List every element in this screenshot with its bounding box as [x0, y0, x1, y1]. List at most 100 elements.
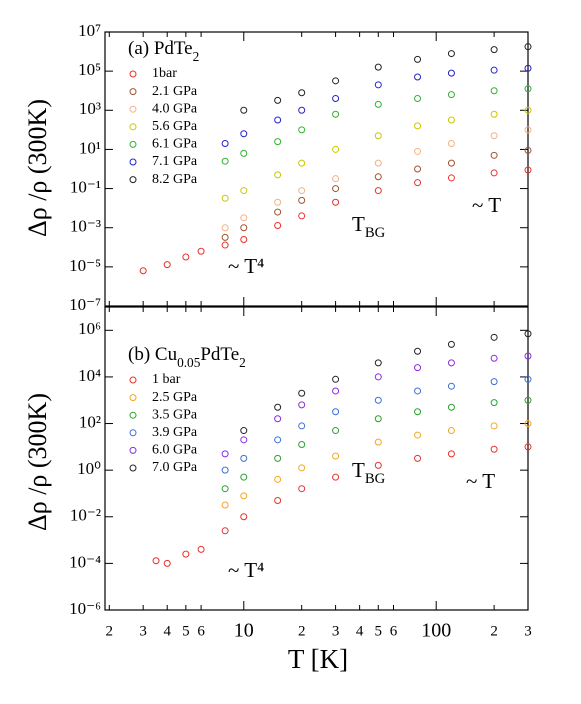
data-point [221, 241, 229, 249]
data-point [447, 340, 455, 348]
data-point [274, 198, 282, 206]
legend-label: 5.6 GPa [152, 119, 198, 134]
plot-frame [104, 31, 529, 307]
data-point [490, 151, 498, 159]
data-point [274, 138, 282, 146]
data-point [274, 403, 282, 411]
data-point [490, 169, 498, 177]
annotation: ~ T [466, 469, 495, 493]
data-point [414, 165, 422, 173]
data-point [490, 87, 498, 95]
data-point [221, 157, 229, 165]
data-point [374, 81, 382, 89]
data-point [221, 224, 229, 232]
data-point [332, 427, 340, 435]
x-tick-label: 2 [490, 623, 498, 639]
legend-marker [129, 123, 137, 131]
data-point [490, 399, 498, 407]
annotation-part: T [352, 458, 365, 482]
data-point [221, 233, 229, 241]
data-point [524, 106, 532, 114]
data-point [524, 146, 532, 154]
data-point [374, 415, 382, 423]
legend-marker [129, 105, 137, 113]
data-point [274, 436, 282, 444]
data-point [374, 173, 382, 181]
annotation-part: ~ T [472, 193, 501, 217]
legend-marker [129, 429, 137, 437]
legend-label: 1bar [152, 66, 177, 81]
y-tick-label: 10¹ [79, 138, 101, 157]
data-point [240, 492, 248, 500]
data-point [298, 485, 306, 493]
x-tick-label: 4 [163, 623, 171, 639]
data-point [274, 454, 282, 462]
legend-label: 8.2 GPa [152, 172, 198, 187]
data-point [332, 185, 340, 193]
data-point [240, 149, 248, 157]
y-tick-label: 10² [79, 412, 101, 431]
data-point [524, 330, 532, 338]
data-point [374, 373, 382, 381]
annotation-part: ~ T [466, 469, 495, 493]
data-point [240, 130, 248, 138]
legend-label: 6.0 GPa [152, 443, 198, 458]
data-point [414, 454, 422, 462]
data-point [221, 140, 229, 148]
data-point [274, 208, 282, 216]
data-point [447, 450, 455, 458]
y-tick-label: 10⁷ [78, 21, 101, 40]
panel-label-part: PdTe [200, 344, 239, 365]
data-point [240, 513, 248, 521]
data-point [490, 445, 498, 453]
annotation-part: T [352, 212, 365, 236]
annotation: ~ T⁴ [228, 558, 264, 582]
data-point [240, 427, 248, 435]
data-point [490, 354, 498, 362]
x-axis-label: T [K] [288, 644, 348, 674]
data-point [374, 63, 382, 71]
x-tick-label: 2 [298, 623, 306, 639]
data-point [447, 427, 455, 435]
data-point [274, 171, 282, 179]
x-tick-label: 6 [390, 623, 398, 639]
data-point [447, 91, 455, 99]
data-point [332, 198, 340, 206]
data-point [490, 110, 498, 118]
y-tick-label: 10⁻⁴ [69, 552, 101, 571]
data-point [374, 132, 382, 140]
panel-label-part: 2 [239, 355, 246, 370]
x-tick-label: 6 [197, 623, 205, 639]
annotation: ~ T⁴ [228, 254, 264, 278]
x-tick-label: 5 [182, 623, 190, 639]
panel-label-part: (a) PdTe [128, 38, 193, 59]
data-point [240, 224, 248, 232]
data-point [490, 132, 498, 140]
data-point [524, 420, 532, 428]
data-point [298, 389, 306, 397]
data-point [163, 261, 171, 269]
data-point [332, 175, 340, 183]
y-tick-label: 10⁻³ [70, 217, 101, 236]
data-point [221, 527, 229, 535]
legend-marker [129, 411, 137, 419]
data-point [414, 364, 422, 372]
y-tick-label: 10⁻⁷ [69, 295, 101, 314]
data-point [274, 96, 282, 104]
x-tick-label: 3 [139, 623, 147, 639]
annotation: TBG [352, 212, 386, 242]
data-point [524, 64, 532, 72]
y-tick-label: 10⁰ [77, 459, 101, 478]
panel-label-part: 0.05 [177, 355, 201, 370]
annotation-part: ~ T⁴ [228, 254, 264, 278]
data-point [447, 50, 455, 58]
legend-marker [129, 70, 137, 78]
y-tick-label: 10⁵ [78, 60, 101, 79]
data-point [414, 55, 422, 63]
data-point [298, 212, 306, 220]
data-point [374, 461, 382, 469]
data-point [374, 438, 382, 446]
data-point [447, 403, 455, 411]
panel-label-part: (b) Cu [128, 344, 178, 365]
data-point [524, 352, 532, 360]
